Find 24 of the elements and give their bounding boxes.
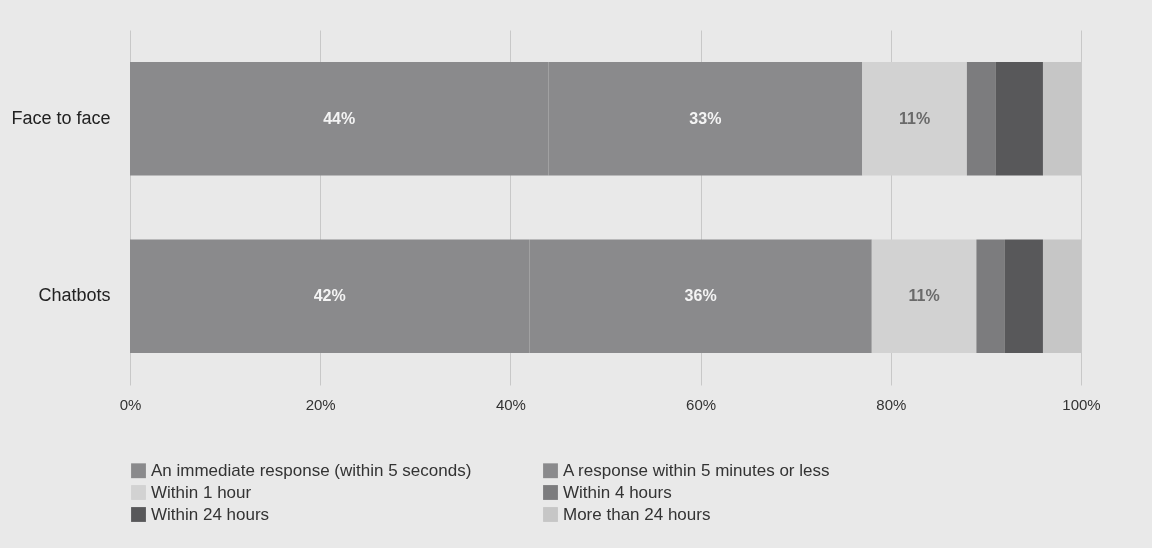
legend-label: Within 1 hour [151,482,252,502]
legend-label: An immediate response (within 5 seconds) [151,460,472,480]
legend-label: A response within 5 minutes or less [563,460,830,480]
x-tick-label: 100% [1062,395,1101,413]
x-tick-label: 80% [876,395,907,413]
x-tick-label: 0% [119,395,142,413]
data-label: 44% [323,109,356,127]
legend-label: More than 24 hours [563,504,711,524]
data-label: 33% [689,109,722,127]
data-label: 11% [899,109,931,127]
legend-label: Within 24 hours [151,504,270,524]
y-tick-label: Face to face [11,107,111,128]
x-tick-label: 60% [686,395,717,413]
data-label: 42% [313,287,346,305]
legend-label: Within 4 hours [563,482,672,502]
x-tick-label: 40% [495,395,526,413]
x-tick-label: 20% [305,395,336,413]
bar [1004,239,1043,354]
bar [995,61,1043,176]
bar [966,61,996,176]
data-label: 11% [908,287,940,305]
y-tick-label: Chatbots [38,285,111,306]
data-label: 36% [684,287,717,305]
bar [976,239,1005,354]
